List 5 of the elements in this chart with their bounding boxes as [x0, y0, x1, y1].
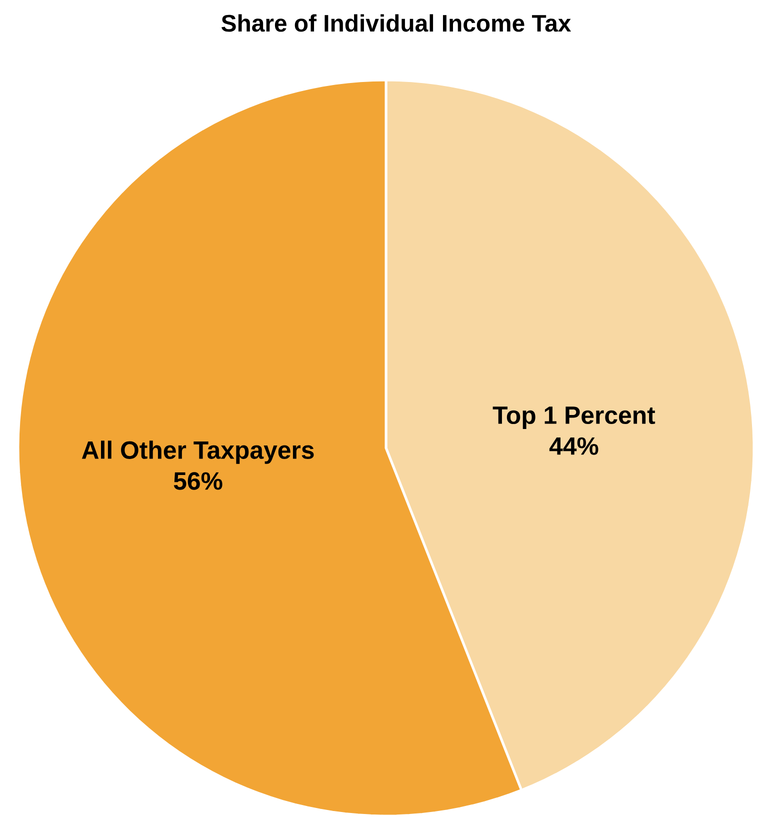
slice-label: Top 1 Percent	[492, 406, 656, 429]
slice-label: All Other Taxpayers	[82, 440, 314, 464]
data-label: 44%	[549, 437, 598, 455]
data-label: 56%	[174, 472, 222, 490]
chart-title: Share of Individual Income Tax	[222, 14, 572, 32]
